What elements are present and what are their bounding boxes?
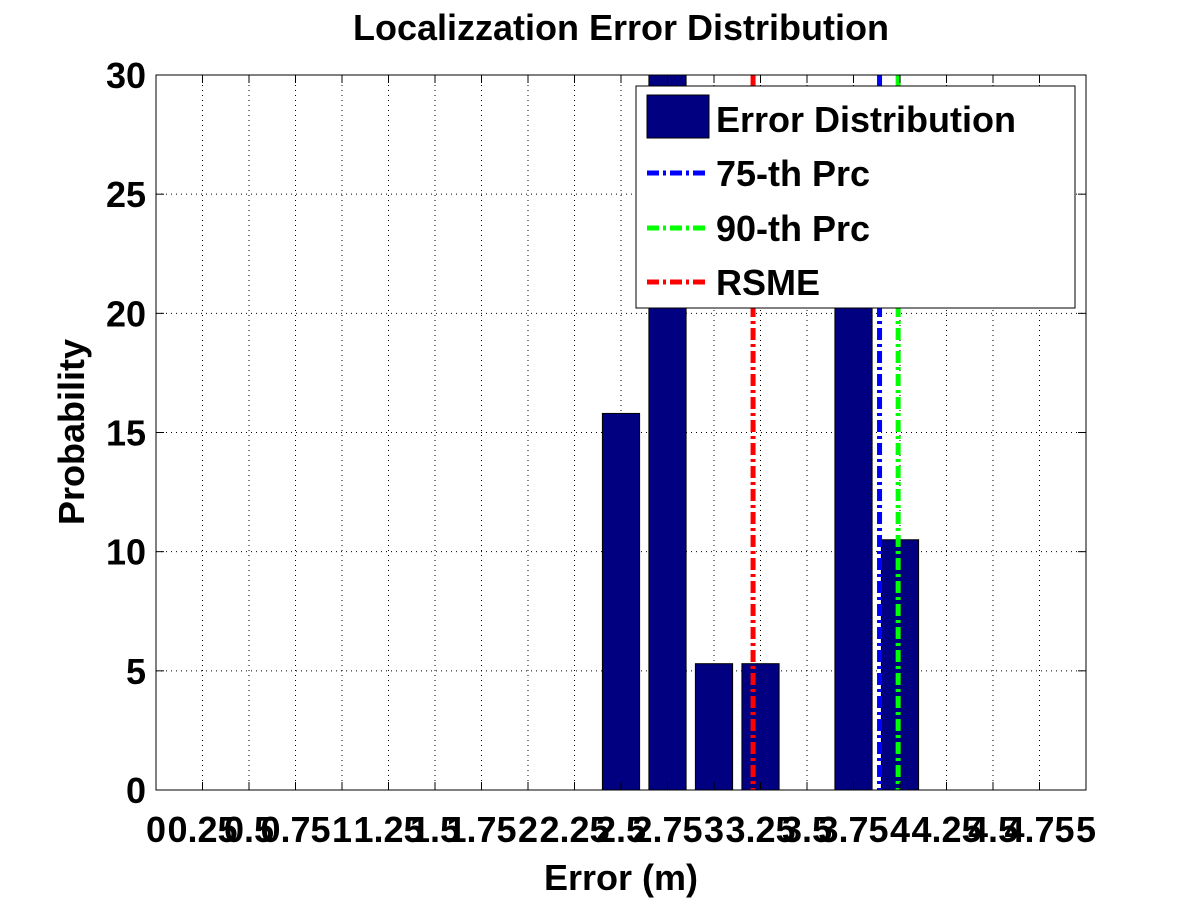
legend-swatch-bars xyxy=(646,94,710,139)
x-tick-label: 4 xyxy=(890,809,910,850)
x-tick-label: 0 xyxy=(146,809,166,850)
y-tick-label: 30 xyxy=(106,55,146,96)
x-tick-label: 2.25 xyxy=(539,809,609,850)
x-tick-label: 4.25 xyxy=(911,809,981,850)
legend: Error Distribution 75-th Prc 90-th Prc R… xyxy=(635,85,1076,309)
x-tick-label: 2.75 xyxy=(632,809,702,850)
axis-ticks: 0 0.250.50.75 1 1.251.51.75 2 2.252.52.75 3 3.2… xyxy=(106,55,1096,850)
y-axis-label: Probability xyxy=(51,339,92,525)
x-tick-label: 4.5 xyxy=(968,809,1018,850)
grid xyxy=(156,75,1086,790)
x-tick-label: 3 xyxy=(704,809,724,850)
y-tick-label: 10 xyxy=(106,532,146,573)
x-tick-label: 1.75 xyxy=(446,809,516,850)
x-tick-label: 1 xyxy=(332,809,352,850)
y-tick-label: 5 xyxy=(126,651,146,692)
x-tick-label: 1.25 xyxy=(353,809,423,850)
x-tick-label: 3.5 xyxy=(782,809,832,850)
x-tick-label: 1.5 xyxy=(410,809,460,850)
y-tick-label: 0 xyxy=(126,770,146,811)
x-tick-label: 3.75 xyxy=(818,809,888,850)
legend-label-rsme: RSME xyxy=(716,262,820,303)
x-tick-label: 0.5 xyxy=(224,809,274,850)
x-tick-label: 0.75 xyxy=(260,809,330,850)
bars xyxy=(601,75,920,790)
x-tick-label: 2.5 xyxy=(596,809,646,850)
legend-label-90th: 90-th Prc xyxy=(716,208,870,249)
x-tick-label: 0.25 xyxy=(167,809,237,850)
legend-label-75th: 75-th Prc xyxy=(716,153,870,194)
y-tick-label: 20 xyxy=(106,293,146,334)
x-tick-label: 3.25 xyxy=(725,809,795,850)
histogram-bar xyxy=(834,286,873,790)
legend-label-bars: Error Distribution xyxy=(716,99,1016,140)
histogram-bar xyxy=(601,412,641,790)
histogram-bar xyxy=(741,663,780,790)
x-tick-label: 5 xyxy=(1076,809,1096,850)
y-tick-label: 25 xyxy=(106,174,146,215)
x-axis-label: Error (m) xyxy=(544,857,698,898)
chart-title: Localizzation Error Distribution xyxy=(353,7,889,48)
x-tick-label: 4.75 xyxy=(1004,809,1074,850)
histogram-bar xyxy=(694,663,734,790)
x-tick-label: 2 xyxy=(518,809,538,850)
y-tick-label: 15 xyxy=(106,413,146,454)
